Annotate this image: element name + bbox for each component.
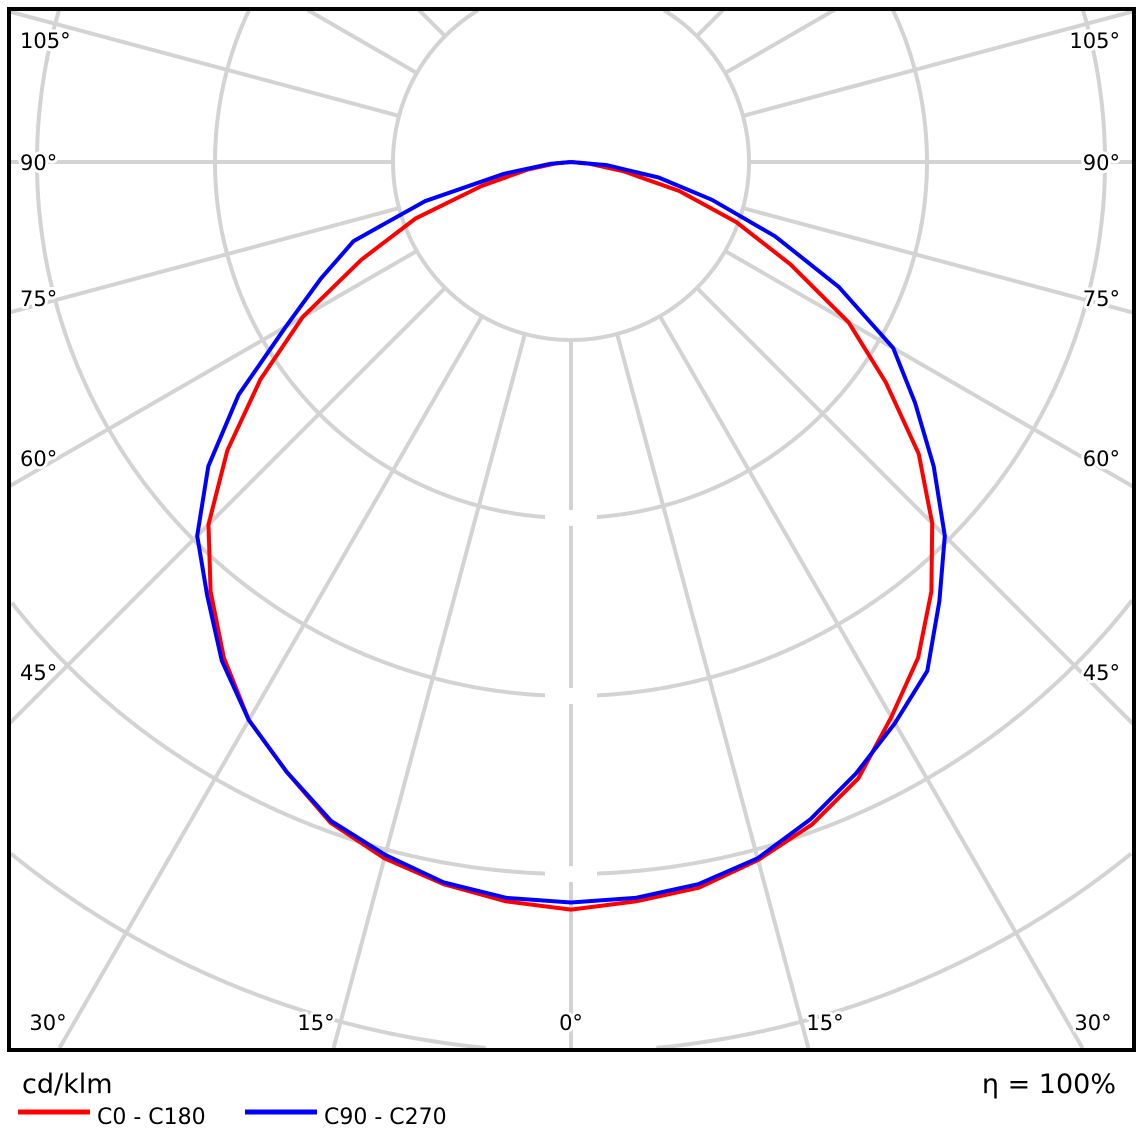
angle-label-bottom: 30° — [29, 1011, 66, 1035]
polar-grid — [10, 10, 1133, 1048]
grid-spoke — [615, 333, 811, 1048]
grid-ring — [213, 10, 929, 520]
angle-label-bottom: 15° — [806, 1011, 843, 1035]
angle-label-bottom: 0° — [559, 1011, 583, 1035]
angle-labels: 105° 90° 75° 60° 45° 105° 90° 75° 60° 45° 30° 15° 0°… — [17, 26, 1123, 1038]
grid-spoke — [331, 333, 527, 1048]
grid-spoke — [10, 206, 400, 315]
unit-label: cd/klm — [22, 1069, 113, 1100]
grid-spoke — [695, 286, 1133, 726]
grid-spoke — [306, 10, 418, 75]
grid-spoke — [724, 10, 836, 75]
legend-label-c90-c270: C90 - C270 — [324, 1105, 447, 1130]
angle-label-left: 45° — [20, 661, 57, 685]
grid-spoke — [10, 286, 447, 725]
grid-spoke — [724, 249, 1133, 489]
plot-frame — [7, 7, 1136, 1052]
grid-spoke — [742, 206, 1133, 315]
angle-label-right: 60° — [1083, 447, 1120, 471]
ring-label-gap — [545, 510, 597, 526]
angle-label-bottom: 30° — [1074, 1011, 1111, 1035]
efficiency-label: η = 100% — [982, 1069, 1116, 1100]
grid-spoke — [10, 249, 418, 488]
ring-label-gap — [545, 866, 597, 882]
angle-label-left: 60° — [20, 447, 57, 471]
angle-label-bottom: 15° — [297, 1011, 334, 1035]
legend-label-c0-c180: C0 - C180 — [97, 1105, 206, 1130]
grid-spoke — [57, 315, 484, 1048]
series-line-c0-c180 — [206, 160, 935, 912]
grid-ring — [35, 10, 1107, 698]
grid-spoke — [658, 315, 1085, 1048]
angle-label-right: 90° — [1083, 151, 1120, 175]
grid-spoke — [695, 10, 725, 38]
angle-label-left: 90° — [20, 151, 57, 175]
angle-label-right: 75° — [1083, 287, 1120, 311]
grid-spoke — [417, 10, 447, 38]
series-line-c90-c270 — [195, 160, 947, 905]
grid-spoke — [10, 10, 400, 118]
grid-ring — [391, 10, 751, 342]
ring-label-gap — [545, 688, 597, 704]
angle-label-right: 45° — [1083, 661, 1120, 685]
grid-spoke — [742, 10, 1133, 118]
intensity-curves — [195, 160, 947, 912]
angle-label-right: 105° — [1069, 29, 1120, 53]
grid-ring — [10, 852, 1133, 1048]
angle-label-left: 105° — [20, 29, 71, 53]
angle-label-left: 75° — [20, 287, 57, 311]
